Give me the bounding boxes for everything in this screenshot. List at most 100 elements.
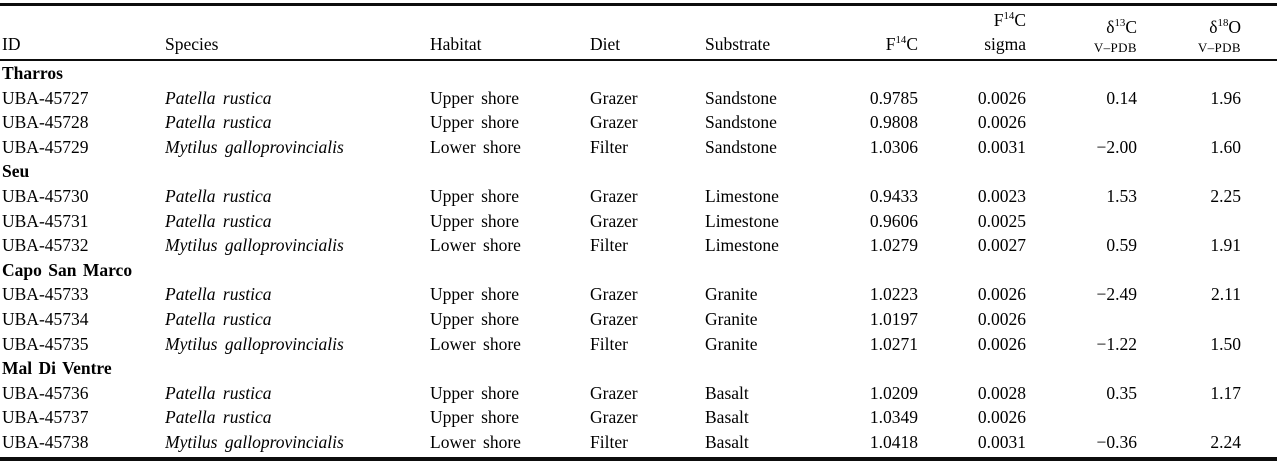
cell-id: UBA-45733 <box>2 284 89 305</box>
col-header-id: ID <box>0 6 165 61</box>
cell-d13c: 0.35 <box>1106 382 1137 403</box>
header-text-part: O <box>1228 17 1241 37</box>
cell-f14c: 1.0223 <box>869 284 918 305</box>
cell-species: Patella rustica <box>165 210 272 231</box>
cell-habitat: Upper shore <box>430 185 520 206</box>
group-header-row: Mal Di Ventre <box>0 356 1277 381</box>
cell-species: Patella rustica <box>165 87 272 108</box>
header-line1: F14C <box>940 8 1026 32</box>
cell-f14c: 0.9808 <box>869 112 918 133</box>
header-label: Habitat <box>430 34 482 54</box>
cell-substrate: Basalt <box>705 407 749 428</box>
table-row: UBA-45736 Patella rustica Upper shore Gr… <box>0 381 1277 406</box>
cell-species: Mytilus galloprovincialis <box>165 431 344 452</box>
cell-d13c: 0.14 <box>1106 87 1137 108</box>
header-row: ID Species Habitat Diet Substrate F14C F… <box>0 6 1277 61</box>
header-label: Species <box>165 34 219 54</box>
cell-id: UBA-45727 <box>2 87 89 108</box>
cell-id: UBA-45731 <box>2 210 89 231</box>
cell-d18o: 1.60 <box>1210 136 1241 157</box>
header-line1: δ18O <box>1169 15 1241 39</box>
group-header-row: Seu <box>0 159 1277 184</box>
table-body: Tharros UBA-45727 Patella rustica Upper … <box>0 60 1277 455</box>
cell-d13c: −0.36 <box>1096 431 1138 452</box>
cell-habitat: Upper shore <box>430 407 520 428</box>
cell-id: UBA-45730 <box>2 185 89 206</box>
cell-substrate: Sandstone <box>705 136 777 157</box>
table-row: UBA-45734 Patella rustica Upper shore Gr… <box>0 307 1277 332</box>
cell-substrate: Granite <box>705 308 758 329</box>
cell-habitat: Upper shore <box>430 87 520 108</box>
cell-id: UBA-45729 <box>2 136 89 157</box>
cell-substrate: Granite <box>705 333 758 354</box>
cell-d18o: 2.11 <box>1211 284 1241 305</box>
cell-d18o: 1.96 <box>1210 87 1241 108</box>
cell-id: UBA-45732 <box>2 235 89 256</box>
cell-substrate: Sandstone <box>705 87 777 108</box>
site-name: Mal Di Ventre <box>2 358 112 379</box>
cell-f14c-sigma: 0.0031 <box>977 431 1026 452</box>
site-name: Capo San Marco <box>2 259 133 280</box>
cell-species: Patella rustica <box>165 284 272 305</box>
header-superscript: 14 <box>1003 10 1015 23</box>
cell-substrate: Sandstone <box>705 112 777 133</box>
table-header: ID Species Habitat Diet Substrate F14C F… <box>0 6 1277 61</box>
cell-f14c-sigma: 0.0025 <box>977 210 1026 231</box>
cell-substrate: Basalt <box>705 382 749 403</box>
cell-f14c: 0.9433 <box>869 185 918 206</box>
cell-id: UBA-45737 <box>2 407 89 428</box>
cell-substrate: Granite <box>705 284 758 305</box>
cell-habitat: Lower shore <box>430 431 521 452</box>
cell-f14c: 1.0418 <box>869 431 918 452</box>
cell-d18o <box>1169 405 1277 430</box>
cell-id: UBA-45738 <box>2 431 89 452</box>
cell-species: Patella rustica <box>165 308 272 329</box>
cell-f14c-sigma: 0.0031 <box>977 136 1026 157</box>
cell-habitat: Upper shore <box>430 308 520 329</box>
table-row: UBA-45727 Patella rustica Upper shore Gr… <box>0 86 1277 111</box>
table-row: UBA-45735 Mytilus galloprovincialis Lowe… <box>0 332 1277 357</box>
cell-f14c: 1.0349 <box>869 407 918 428</box>
cell-f14c: 0.9606 <box>869 210 918 231</box>
header-line2: V–PDB <box>1197 40 1241 55</box>
header-label: F14C <box>886 34 918 54</box>
table-row: UBA-45732 Mytilus galloprovincialis Lowe… <box>0 233 1277 258</box>
cell-d18o: 1.17 <box>1210 382 1241 403</box>
cell-substrate: Limestone <box>705 235 779 256</box>
cell-d18o: 2.24 <box>1210 431 1241 452</box>
header-text-part: δ <box>1209 17 1218 37</box>
cell-substrate: Basalt <box>705 431 749 452</box>
cell-species: Patella rustica <box>165 407 272 428</box>
cell-f14c: 1.0209 <box>869 382 918 403</box>
cell-d18o: 1.91 <box>1210 235 1241 256</box>
col-header-species: Species <box>165 6 430 61</box>
header-label: Diet <box>590 34 621 54</box>
cell-species: Patella rustica <box>165 112 272 133</box>
header-line2: V–PDB <box>1093 40 1137 55</box>
cell-species: Patella rustica <box>165 185 272 206</box>
col-header-f14c: F14C <box>835 6 940 61</box>
cell-d18o <box>1169 307 1277 332</box>
col-header-d13c: δ13C V–PDB <box>1052 6 1169 61</box>
group-header-row: Capo San Marco <box>0 258 1277 283</box>
cell-f14c-sigma: 0.0023 <box>977 185 1026 206</box>
cell-habitat: Upper shore <box>430 284 520 305</box>
cell-diet: Filter <box>590 333 628 354</box>
cell-substrate: Limestone <box>705 210 779 231</box>
cell-diet: Grazer <box>590 185 638 206</box>
cell-f14c-sigma: 0.0026 <box>977 87 1026 108</box>
cell-habitat: Lower shore <box>430 333 521 354</box>
cell-d13c <box>1052 209 1169 234</box>
cell-f14c-sigma: 0.0026 <box>977 112 1026 133</box>
cell-diet: Grazer <box>590 210 638 231</box>
col-header-f14c-sigma: F14C sigma <box>940 6 1052 61</box>
cell-f14c-sigma: 0.0026 <box>977 284 1026 305</box>
cell-id: UBA-45736 <box>2 382 89 403</box>
table-row: UBA-45730 Patella rustica Upper shore Gr… <box>0 184 1277 209</box>
table-row: UBA-45737 Patella rustica Upper shore Gr… <box>0 405 1277 430</box>
cell-diet: Filter <box>590 431 628 452</box>
cell-f14c-sigma: 0.0026 <box>977 308 1026 329</box>
header-text-part: δ <box>1106 17 1115 37</box>
col-header-d18o: δ18O V–PDB <box>1169 6 1277 61</box>
table-row: UBA-45729 Mytilus galloprovincialis Lowe… <box>0 135 1277 160</box>
